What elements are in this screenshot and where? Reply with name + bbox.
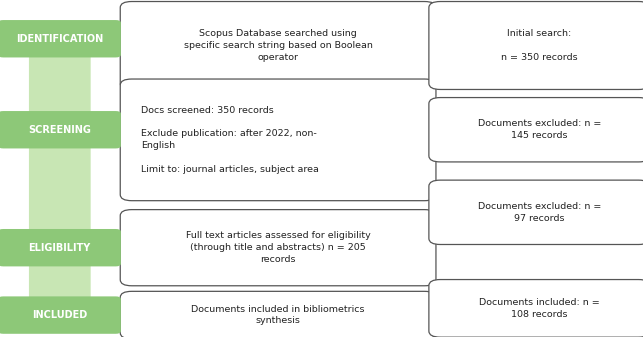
FancyBboxPatch shape — [429, 1, 643, 90]
FancyBboxPatch shape — [120, 1, 436, 90]
Text: SCREENING: SCREENING — [28, 125, 91, 135]
FancyBboxPatch shape — [0, 20, 121, 57]
FancyBboxPatch shape — [0, 297, 121, 334]
FancyBboxPatch shape — [429, 280, 643, 337]
Text: Documents excluded: n =
97 records: Documents excluded: n = 97 records — [478, 202, 601, 223]
Text: INCLUDED: INCLUDED — [32, 310, 87, 320]
Text: Documents included in bibliometrics
synthesis: Documents included in bibliometrics synt… — [192, 305, 365, 326]
Text: ELIGIBILITY: ELIGIBILITY — [28, 243, 91, 253]
FancyBboxPatch shape — [0, 229, 121, 266]
Text: Initial search:

n = 350 records: Initial search: n = 350 records — [501, 29, 578, 62]
Text: IDENTIFICATION: IDENTIFICATION — [16, 34, 103, 44]
Text: Docs screened: 350 records

Exclude publication: after 2022, non-
English

Limit: Docs screened: 350 records Exclude publi… — [141, 106, 320, 174]
FancyBboxPatch shape — [0, 111, 121, 148]
FancyBboxPatch shape — [120, 210, 436, 286]
FancyBboxPatch shape — [120, 291, 436, 337]
Text: Documents excluded: n =
145 records: Documents excluded: n = 145 records — [478, 119, 601, 140]
FancyBboxPatch shape — [429, 98, 643, 162]
Text: Scopus Database searched using
specific search string based on Boolean
operator: Scopus Database searched using specific … — [184, 29, 372, 62]
Text: Documents included: n =
108 records: Documents included: n = 108 records — [479, 298, 600, 319]
FancyBboxPatch shape — [120, 79, 436, 201]
Polygon shape — [3, 22, 116, 331]
Text: Full text articles assessed for eligibility
(through title and abstracts) n = 20: Full text articles assessed for eligibil… — [186, 232, 370, 264]
FancyBboxPatch shape — [429, 180, 643, 245]
